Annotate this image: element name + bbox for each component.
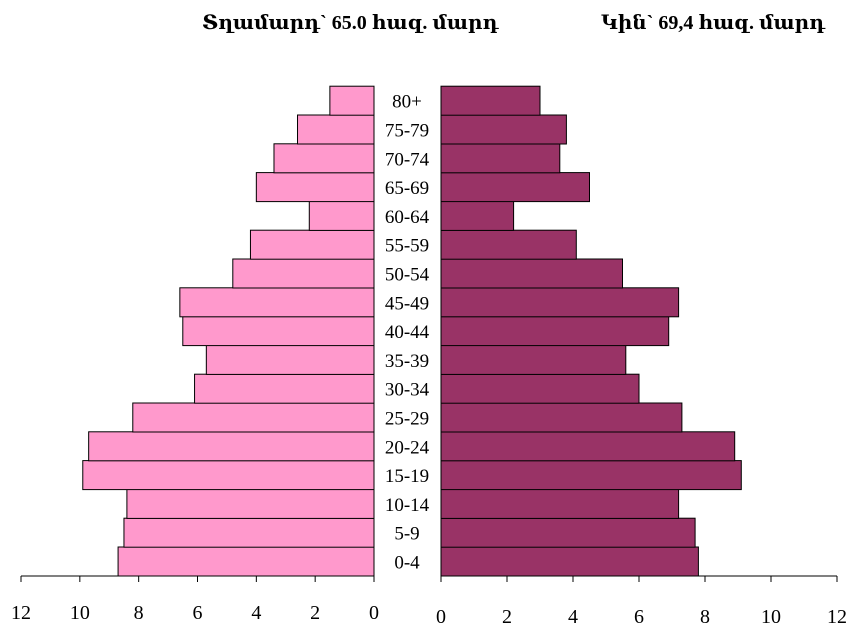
age-group-label: 5-9 (394, 524, 419, 545)
female-tick-label: 6 (634, 606, 644, 628)
age-group-label: 25-29 (385, 409, 429, 430)
male-x-axis: 0 2 4 6 8 10 12 (11, 86, 379, 624)
male-bar-80+ (329, 85, 375, 116)
female-bar-25-29 (440, 402, 683, 433)
female-bar-40-44 (440, 316, 670, 347)
female-tick-label: 2 (502, 606, 512, 628)
age-group-label: 10-14 (385, 495, 430, 516)
male-bars (82, 85, 375, 577)
male-total-title: Տղամարդ` 65.0 հազ. մարդ (202, 12, 499, 34)
age-group-labels: 0-4 5-9 10-14 15-19 20-24 25-29 30-34 35-39 40-4… (385, 92, 430, 574)
female-bar-55-59 (440, 229, 577, 260)
female-tick-label: 4 (568, 606, 578, 628)
male-bar-60-64 (308, 200, 375, 231)
female-bars (440, 85, 742, 577)
female-bar-10-14 (440, 488, 680, 519)
female-bar-70-74 (440, 143, 561, 174)
female-x-axis: 0 2 4 6 8 10 12 (436, 86, 847, 628)
male-bar-25-29 (132, 402, 375, 433)
female-bar-60-64 (440, 200, 515, 231)
male-bar-50-54 (232, 258, 375, 289)
female-total-title: Կին` 69,4 հազ. մարդ (601, 12, 826, 34)
male-bar-45-49 (179, 287, 375, 318)
female-bar-0-4 (440, 546, 699, 577)
male-bar-20-24 (88, 431, 375, 462)
male-tick-label: 0 (369, 602, 379, 624)
female-bar-20-24 (440, 431, 736, 462)
female-tick-label: 10 (761, 606, 781, 628)
female-bar-65-69 (440, 172, 590, 203)
male-bar-70-74 (273, 143, 375, 174)
age-group-label: 55-59 (385, 236, 429, 257)
female-bar-80+ (440, 85, 541, 116)
male-bar-0-4 (117, 546, 375, 577)
male-bar-30-34 (194, 373, 375, 404)
female-bar-35-39 (440, 344, 627, 375)
male-bar-10-14 (126, 488, 375, 519)
male-bar-5-9 (123, 517, 375, 548)
age-group-label: 30-34 (385, 380, 430, 401)
age-group-label: 45-49 (385, 293, 429, 314)
age-group-label: 15-19 (385, 466, 429, 487)
female-tick-label: 8 (700, 606, 710, 628)
age-group-label: 40-44 (385, 322, 430, 343)
age-group-label: 65-69 (385, 178, 429, 199)
female-bar-50-54 (440, 258, 623, 289)
male-tick-label: 4 (251, 602, 261, 624)
male-tick-label: 2 (310, 602, 320, 624)
age-group-label: 20-24 (385, 437, 430, 458)
age-group-label: 0-4 (394, 553, 420, 574)
male-bar-35-39 (205, 344, 375, 375)
male-tick-label: 12 (11, 602, 31, 624)
female-bar-15-19 (440, 460, 742, 491)
female-bar-30-34 (440, 373, 640, 404)
age-group-label: 80+ (392, 92, 422, 113)
age-group-label: 60-64 (385, 207, 430, 228)
male-bar-75-79 (297, 114, 375, 145)
male-bar-65-69 (255, 172, 375, 203)
age-group-label: 35-39 (385, 351, 429, 372)
age-group-label: 70-74 (385, 149, 430, 170)
age-group-label: 50-54 (385, 265, 430, 286)
male-tick-label: 10 (70, 602, 90, 624)
male-bar-15-19 (82, 460, 375, 491)
male-tick-label: 8 (134, 602, 144, 624)
male-tick-label: 6 (193, 602, 203, 624)
female-bar-75-79 (440, 114, 567, 145)
female-bar-45-49 (440, 287, 680, 318)
female-tick-label: 0 (436, 606, 446, 628)
female-tick-label: 12 (827, 606, 847, 628)
female-bar-5-9 (440, 517, 696, 548)
male-bar-40-44 (182, 316, 375, 347)
age-group-label: 75-79 (385, 121, 429, 142)
male-bar-55-59 (249, 229, 375, 260)
